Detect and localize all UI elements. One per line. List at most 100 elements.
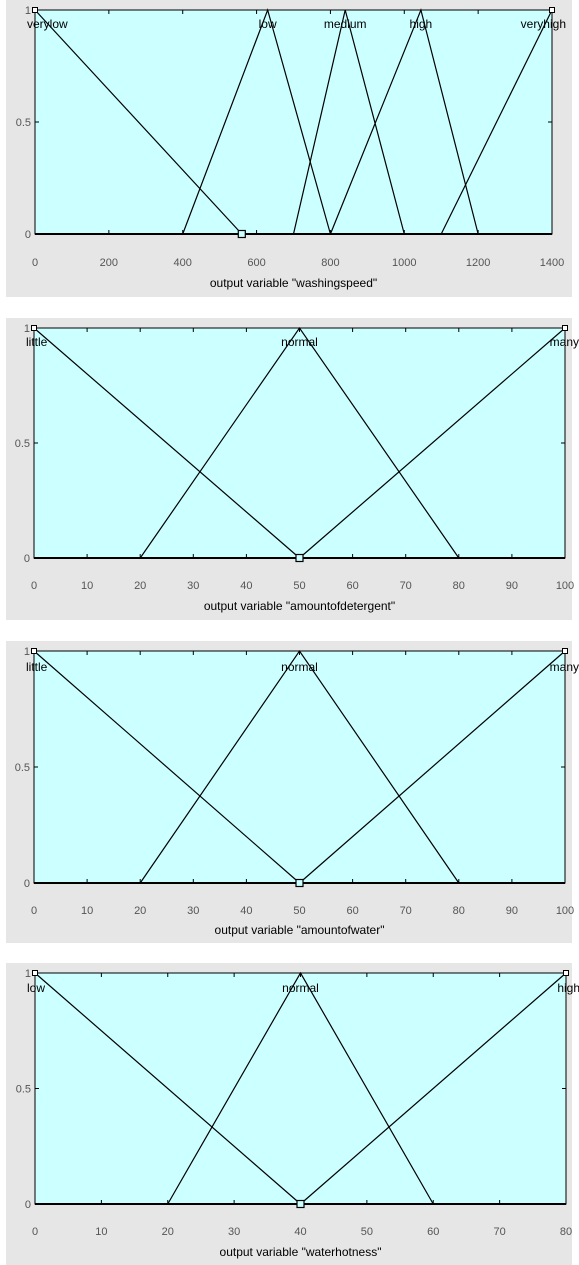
x-tick-label: 40: [240, 905, 252, 917]
x-tick-label: 70: [400, 905, 412, 917]
y-tick-label: 1: [25, 5, 31, 17]
x-tick-label: 1400: [540, 257, 564, 269]
mf-label-verylow: verylow: [27, 17, 68, 31]
x-tick-label: 0: [31, 580, 37, 592]
x-axis-label: output variable "amountofwater": [215, 923, 385, 937]
y-tick-label: 1: [24, 646, 30, 658]
x-tick-label: 600: [247, 257, 265, 269]
plot-area: [34, 972, 567, 1205]
mf-line-many: [299, 650, 566, 884]
x-tick-label: 20: [134, 905, 146, 917]
mf-line-high: [329, 8, 479, 235]
x-tick-label: 10: [81, 905, 93, 917]
mf-line-low: [34, 972, 301, 1205]
mf-endpoint-low: [32, 970, 38, 976]
mf-line-little: [33, 327, 300, 559]
plot-area: [33, 327, 566, 559]
mf-endpoint-little: [31, 325, 37, 331]
mf-endpoint-high: [563, 970, 569, 976]
mf-label-low: low: [259, 17, 277, 31]
amountofwater-chart: 0 10 20 30 40 50 60 70 80 90 100 0 0.5 1 little normal m…: [6, 641, 579, 943]
mf-endpoint-veryhigh: [549, 7, 555, 13]
x-tick-label: 60: [427, 1226, 439, 1238]
mf-label-many: many: [550, 660, 579, 674]
x-axis-label: output variable "washingspeed": [210, 276, 377, 290]
mf-label-normal: normal: [282, 981, 319, 995]
mf-label-high: high: [557, 981, 579, 995]
mf-endpoint-verylow: [32, 7, 38, 13]
y-tick-label: 0: [24, 553, 30, 565]
x-tick-label: 60: [346, 580, 358, 592]
x-axis-label: output variable "amountofdetergent": [204, 599, 395, 613]
x-tick-label: 70: [494, 1226, 506, 1238]
x-tick-label: 60: [346, 905, 358, 917]
x-tick-label: 50: [293, 905, 305, 917]
mf-label-little: little: [26, 335, 48, 349]
x-tick-label: 80: [560, 1226, 572, 1238]
x-tick-label: 70: [400, 580, 412, 592]
x-tick-label: 100: [556, 580, 574, 592]
plot-area: [33, 650, 566, 884]
mf-label-high: high: [410, 17, 433, 31]
x-tick-label: 40: [240, 580, 252, 592]
mf-line-many: [299, 327, 566, 559]
x-tick-label: 30: [228, 1226, 240, 1238]
x-tick-label: 50: [293, 580, 305, 592]
x-tick-label: 10: [95, 1226, 107, 1238]
mf-line-little: [33, 650, 300, 884]
x-tick-label: 10: [81, 580, 93, 592]
mf-label-low: low: [27, 981, 45, 995]
x-tick-label: 90: [506, 580, 518, 592]
mf-line-normal: [139, 326, 460, 559]
y-tick-label: 0: [25, 1199, 31, 1211]
y-tick-label: 0.5: [16, 1084, 31, 1096]
mf-label-normal: normal: [281, 335, 318, 349]
waterhotness-chart: 0 10 20 30 40 50 60 70 80 0 0.5 1 low normal high outpu…: [6, 963, 579, 1265]
x-tick-label: 20: [162, 1226, 174, 1238]
x-tick-label: 20: [134, 580, 146, 592]
amountofwater-chart-svg: 0 10 20 30 40 50 60 70 80 90 100 0 0.5 1 little normal m…: [15, 646, 579, 937]
x-tick-label: 0: [32, 257, 38, 269]
mf-label-little: little: [26, 660, 48, 674]
x-tick-label: 200: [100, 257, 118, 269]
mf-line-verylow: [34, 9, 243, 235]
mf-label-normal: normal: [281, 660, 318, 674]
mf-line-normal: [139, 649, 460, 884]
y-tick-label: 0.5: [15, 438, 30, 450]
x-tick-label: 400: [174, 257, 192, 269]
y-tick-label: 0: [25, 229, 31, 241]
mf-endpoint-little: [31, 648, 37, 654]
mf-line-high: [300, 972, 567, 1205]
plot-area: [34, 9, 553, 235]
mf-label-medium: medium: [324, 17, 367, 31]
output-marker: [296, 1199, 305, 1209]
x-tick-label: 30: [187, 905, 199, 917]
x-tick-label: 0: [32, 1226, 38, 1238]
y-tick-label: 0.5: [16, 117, 31, 129]
x-tick-label: 0: [31, 905, 37, 917]
mf-label-veryhigh: veryhigh: [521, 17, 566, 31]
x-tick-label: 1200: [466, 257, 490, 269]
x-tick-label: 80: [453, 905, 465, 917]
y-tick-label: 0: [24, 878, 30, 890]
output-marker: [295, 878, 304, 888]
y-tick-label: 0.5: [15, 762, 30, 774]
x-tick-label: 30: [187, 580, 199, 592]
x-axis-label: output variable "waterhotness": [220, 1245, 382, 1259]
amountofdetergent-chart: 0 10 20 30 40 50 60 70 80 90 100 0 0.5 1 little normal m…: [6, 318, 579, 620]
washingspeed-chart: 0 200 400 600 800 1000 1200 1400 0 0.5 1 verylow low…: [6, 0, 572, 297]
mf-label-many: many: [550, 335, 579, 349]
mf-line-veryhigh: [440, 9, 553, 235]
x-tick-label: 80: [453, 580, 465, 592]
mf-endpoint-many: [562, 325, 568, 331]
mf-endpoint-many: [562, 648, 568, 654]
y-tick-label: 1: [24, 323, 30, 335]
y-tick-label: 1: [25, 968, 31, 980]
x-tick-label: 40: [294, 1226, 306, 1238]
output-marker: [237, 229, 246, 239]
mf-line-medium: [292, 9, 405, 235]
x-tick-label: 90: [506, 905, 518, 917]
